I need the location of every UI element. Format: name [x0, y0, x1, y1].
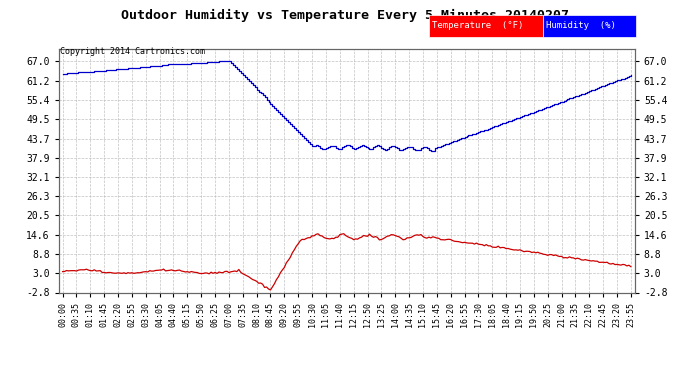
Text: Temperature  (°F): Temperature (°F)	[432, 21, 523, 30]
Text: Copyright 2014 Cartronics.com: Copyright 2014 Cartronics.com	[60, 47, 205, 56]
Text: Humidity  (%): Humidity (%)	[546, 21, 615, 30]
Text: Outdoor Humidity vs Temperature Every 5 Minutes 20140207: Outdoor Humidity vs Temperature Every 5 …	[121, 9, 569, 22]
